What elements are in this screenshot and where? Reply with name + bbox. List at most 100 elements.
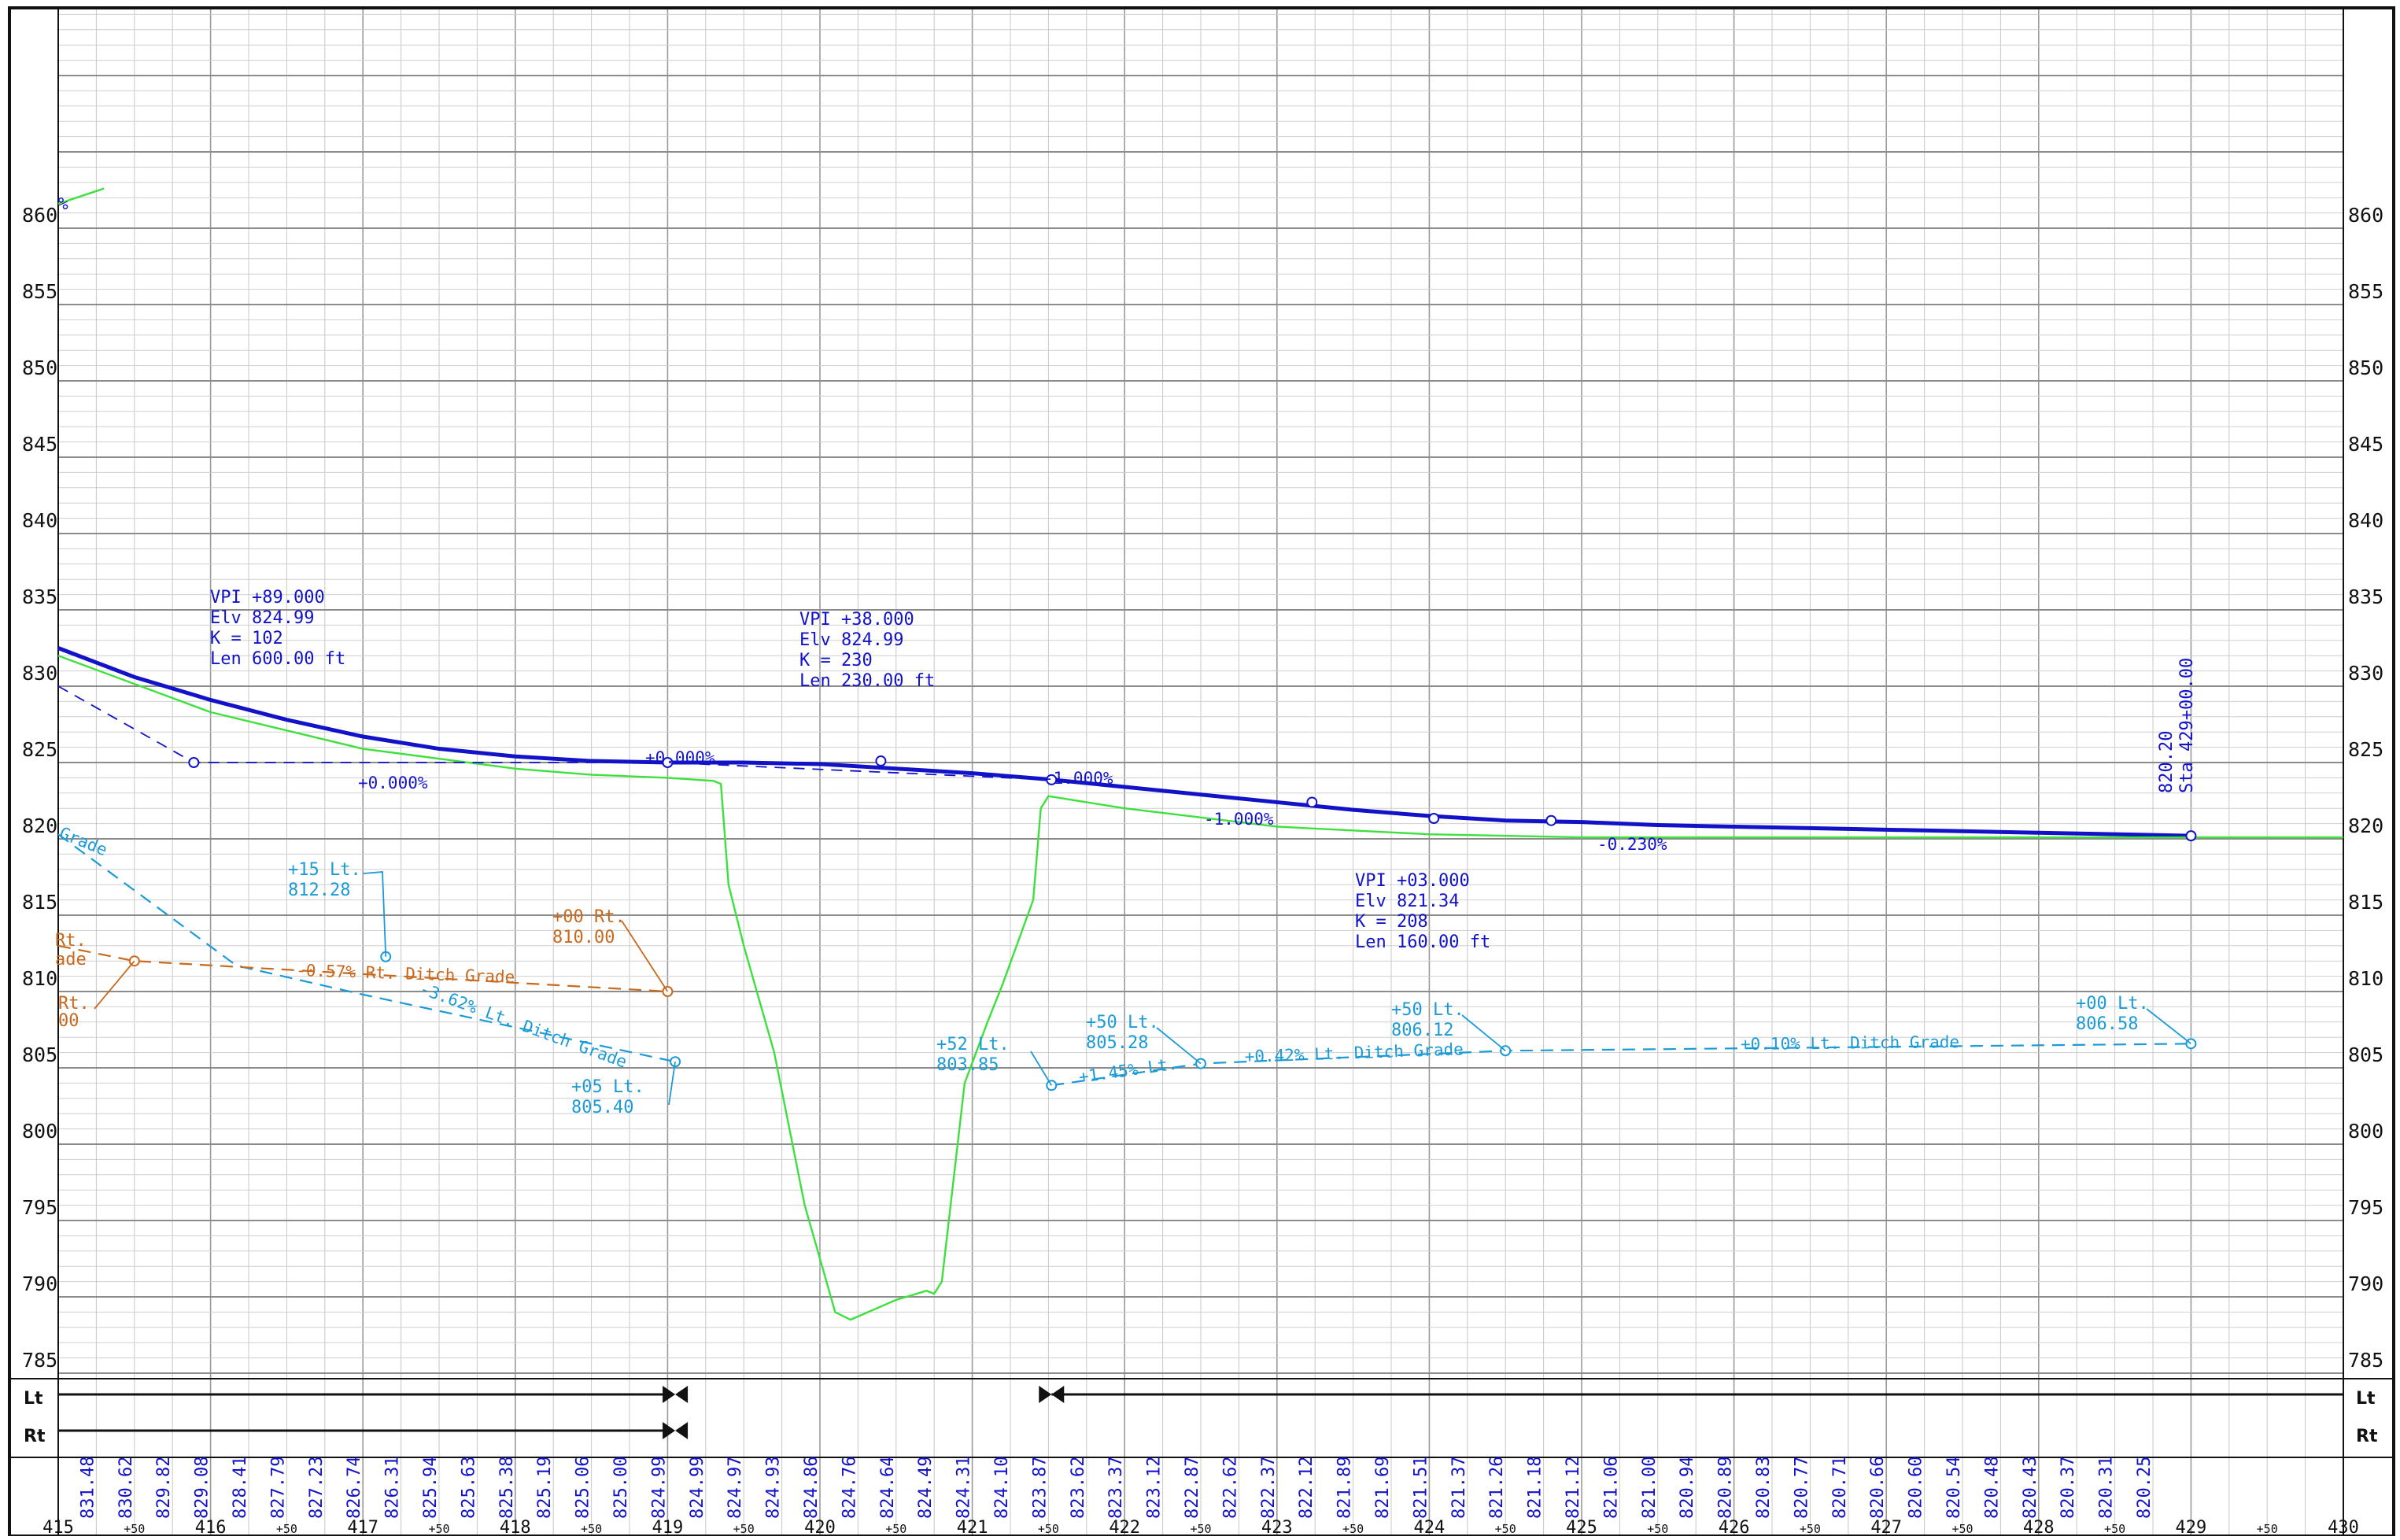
x-minor-tick-label: +50 bbox=[1647, 1522, 1668, 1536]
lt-p52-leader bbox=[1030, 1051, 1053, 1086]
vpi2-line-1: VPI +38.000 bbox=[799, 610, 914, 630]
station-elevation-label: 824.93 bbox=[764, 1457, 784, 1519]
end-marker bbox=[2185, 830, 2197, 842]
y-tick-label-left: 820 bbox=[22, 814, 57, 837]
y-axis: 785 785 790 790 795 795 800 800 805 805 810 810 815 8… bbox=[22, 204, 2383, 1372]
x-minor-tick-label: +50 bbox=[2104, 1522, 2125, 1536]
station-elevation-label: 827.79 bbox=[268, 1457, 288, 1519]
y-tick-label-right: 820 bbox=[2348, 814, 2383, 837]
lane-label-rt-right: Rt bbox=[2356, 1427, 2378, 1446]
station-elevation-label: 821.51 bbox=[1411, 1457, 1431, 1519]
lt-grade-left: -3.62% Lt. Ditch Grade bbox=[417, 979, 630, 1072]
station-elevation-label: 824.99 bbox=[688, 1457, 707, 1519]
station-elevation-label: 821.12 bbox=[1564, 1457, 1583, 1519]
lt-p50b-leader bbox=[1461, 1014, 1506, 1051]
x-minor-tick-label: +50 bbox=[2257, 1522, 2278, 1536]
x-minor-tick-label: +50 bbox=[885, 1522, 906, 1536]
y-tick-label-right: 830 bbox=[2348, 662, 2383, 685]
lt-p00-line-2: 806.58 bbox=[2076, 1014, 2138, 1034]
y-tick-label-left: 835 bbox=[22, 585, 57, 608]
y-tick-label-left: 845 bbox=[22, 433, 57, 456]
lt-grade-145: +1.45% Lt. bbox=[1077, 1054, 1179, 1087]
y-tick-label-left: 825 bbox=[22, 738, 57, 761]
station-elevation-label: 821.00 bbox=[1640, 1457, 1660, 1519]
vpi3-line-3: K = 208 bbox=[1355, 912, 1428, 932]
top-left-grade-fragment: % bbox=[58, 194, 68, 213]
lane-rt-marker bbox=[663, 1422, 689, 1439]
lt-p50a-line-1: +50 Lt. bbox=[1086, 1013, 1159, 1032]
station-elevation-label: 821.69 bbox=[1373, 1457, 1393, 1519]
vpi1-line-4: Len 600.00 ft bbox=[210, 649, 345, 669]
grade-label-4: -1.000% bbox=[1204, 810, 1274, 829]
station-elevation-label: 828.41 bbox=[231, 1457, 250, 1519]
grid bbox=[57, 8, 2344, 1536]
x-minor-tick-label: +50 bbox=[124, 1522, 145, 1536]
x-minor-tick-label: +50 bbox=[1800, 1522, 1821, 1536]
x-tick-label: 421 bbox=[957, 1518, 988, 1536]
y-tick-label-left: 840 bbox=[22, 509, 57, 532]
rt-grade: -0.57% Rt. Ditch Grade bbox=[296, 961, 515, 987]
station-elevation-label: 821.06 bbox=[1601, 1457, 1621, 1519]
y-tick-label-right: 800 bbox=[2348, 1120, 2383, 1143]
station-elevation-label: 825.38 bbox=[497, 1457, 517, 1519]
station-elevation-label: 823.62 bbox=[1069, 1457, 1088, 1519]
station-elevation-label: 820.94 bbox=[1678, 1457, 1697, 1519]
grade-label-5: -0.230% bbox=[1597, 835, 1667, 854]
y-tick-label-right: 810 bbox=[2348, 967, 2383, 990]
station-elevation-label: 822.62 bbox=[1220, 1457, 1240, 1519]
station-elevation-label: 820.89 bbox=[1716, 1457, 1736, 1519]
lt-p05-line-1: +05 Lt. bbox=[571, 1077, 644, 1097]
station-elevation-label: 824.31 bbox=[954, 1457, 974, 1519]
x-tick-label: 424 bbox=[1414, 1518, 1446, 1536]
station-elevation-label: 824.86 bbox=[802, 1457, 822, 1519]
x-axis: 415 +50 416 +50 417 +50 418 +50 419 +50 420 +50 421 +… bbox=[42, 1518, 2359, 1538]
lt-p50a-leader bbox=[1156, 1027, 1202, 1065]
x-tick-label: 426 bbox=[1719, 1518, 1750, 1536]
lt-p50a-line-2: 805.28 bbox=[1086, 1033, 1148, 1053]
station-elevation-label: 820.71 bbox=[1830, 1457, 1850, 1519]
station-elevation-label: 831.48 bbox=[78, 1457, 98, 1519]
outer-frame bbox=[8, 6, 2395, 1538]
vpi2-line-4: Len 230.00 ft bbox=[799, 671, 935, 691]
station-elevation-label: 820.37 bbox=[2058, 1457, 2078, 1519]
station-elevation-label: 820.77 bbox=[1792, 1457, 1811, 1519]
lt-p15-line-1: +15 Lt. bbox=[288, 860, 361, 880]
lane-lt-marker-1 bbox=[663, 1386, 689, 1403]
rt-fragment-2: ade bbox=[55, 950, 87, 969]
x-minor-tick-label: +50 bbox=[1038, 1522, 1059, 1536]
station-elevation-label: 823.87 bbox=[1030, 1457, 1050, 1519]
station-elevation-label: 827.23 bbox=[307, 1457, 327, 1519]
y-tick-label-left: 830 bbox=[22, 662, 57, 685]
vpi1-marker bbox=[188, 757, 200, 768]
series-line-2 bbox=[57, 655, 2343, 1321]
lt-p00-leader bbox=[2146, 1008, 2191, 1045]
x-minor-tick-label: +50 bbox=[428, 1522, 449, 1536]
x-minor-tick-label: +50 bbox=[276, 1522, 297, 1536]
y-tick-label-right: 860 bbox=[2348, 204, 2383, 227]
y-tick-label-right: 815 bbox=[2348, 891, 2383, 914]
x-tick-label: 416 bbox=[195, 1518, 227, 1536]
vpi1-line-2: Elv 824.99 bbox=[210, 608, 314, 628]
lt-p15-leader bbox=[363, 871, 387, 957]
x-minor-tick-label: +50 bbox=[1951, 1522, 1973, 1536]
x-minor-tick-label: +50 bbox=[1342, 1522, 1364, 1536]
x-tick-label: 427 bbox=[1870, 1518, 1902, 1536]
x-tick-label: 420 bbox=[804, 1518, 836, 1536]
lt-grade-010: +0.10% Lt. Ditch Grade bbox=[1741, 1032, 1959, 1054]
station-elevation-label: 825.19 bbox=[535, 1457, 555, 1519]
y-tick-label-left: 815 bbox=[22, 891, 57, 914]
station-elevation-label: 823.37 bbox=[1106, 1457, 1126, 1519]
vpi-annotation-1: VPI +89.000 Elv 824.99 K = 102 Len 600.0… bbox=[210, 588, 345, 669]
station-elevation-label: 823.12 bbox=[1145, 1457, 1165, 1519]
rt-p00-line-1: +00 Rt. bbox=[552, 907, 626, 927]
y-tick-label-right: 795 bbox=[2348, 1196, 2383, 1219]
lt-p05-leader bbox=[668, 1062, 676, 1106]
end-station-label: 820.20 Sta 429+00.00 bbox=[2157, 658, 2197, 793]
grade-marker bbox=[1306, 796, 1318, 808]
station-elevation-label: 820.25 bbox=[2135, 1457, 2154, 1519]
station-elevation-label: 822.37 bbox=[1259, 1457, 1279, 1519]
y-tick-label-right: 835 bbox=[2348, 585, 2383, 608]
rt-p00-line-2: 810.00 bbox=[552, 928, 615, 947]
vpi-annotation-3: VPI +03.000 Elv 821.34 K = 208 Len 160.0… bbox=[1355, 871, 1490, 952]
